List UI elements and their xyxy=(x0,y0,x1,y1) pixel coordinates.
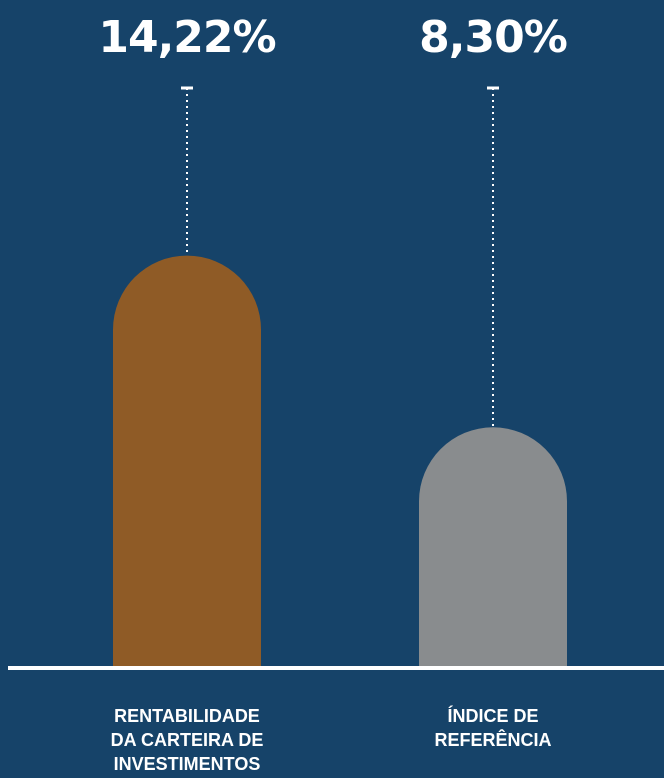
value-label: 8,30% xyxy=(419,12,567,63)
category-label-line: ÍNDICE DE xyxy=(447,705,538,726)
category-label-line: DA CARTEIRA DE xyxy=(111,730,264,750)
bar xyxy=(419,427,567,668)
category-label-line: RENTABILIDADE xyxy=(114,706,260,726)
category-label: ÍNDICE DE REFERÊNCIA xyxy=(434,705,551,750)
category-label-line: REFERÊNCIA xyxy=(434,729,551,750)
value-label: 14,22% xyxy=(98,12,275,63)
category-label: RENTABILIDADE DA CARTEIRA DE INVESTIMENTOS xyxy=(111,706,264,774)
category-label-line: INVESTIMENTOS xyxy=(114,754,261,774)
bar xyxy=(113,255,261,668)
